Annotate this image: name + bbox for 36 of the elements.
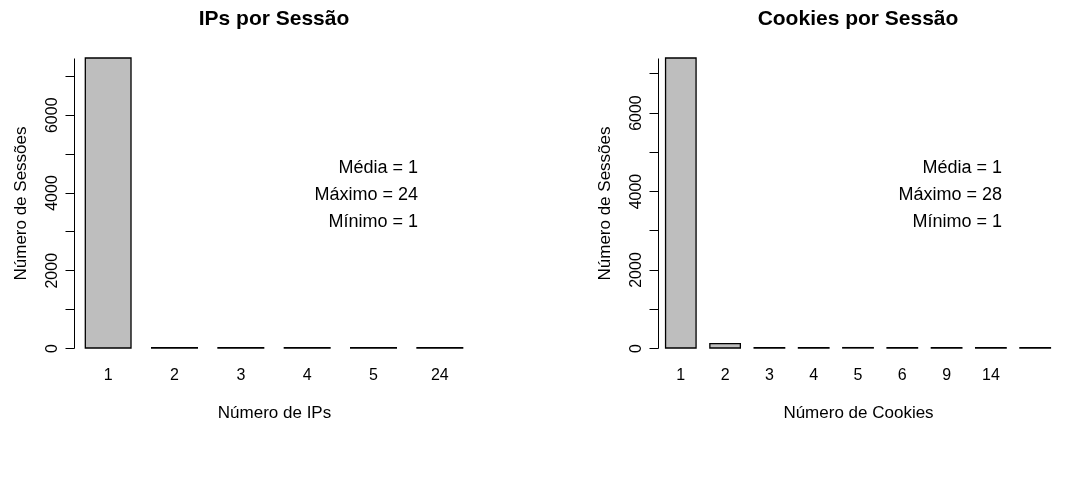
y-tick-label: 0 bbox=[42, 343, 60, 353]
x-tick-label: 4 bbox=[302, 365, 312, 383]
x-tick-label: 2 bbox=[720, 365, 730, 383]
annotation: Média = 1 bbox=[338, 157, 418, 178]
bar bbox=[664, 57, 697, 349]
y-tick-label: 0 bbox=[626, 343, 644, 353]
x-tick-label: 14 bbox=[981, 365, 1000, 383]
x-tick-label: 6 bbox=[897, 365, 907, 383]
x-tick-label: 2 bbox=[170, 365, 180, 383]
x-axis-title: Número de IPs bbox=[217, 402, 332, 422]
chart-title: IPs por Sessão bbox=[198, 6, 350, 30]
x-tick-label: 1 bbox=[676, 365, 686, 383]
x-tick-label: 4 bbox=[809, 365, 819, 383]
annotation: Mínimo = 1 bbox=[912, 211, 1002, 232]
bar bbox=[709, 343, 742, 349]
y-axis-title: Número de Sessões bbox=[10, 126, 30, 281]
y-tick-label: 4000 bbox=[626, 173, 644, 210]
x-tick-label: 1 bbox=[103, 365, 113, 383]
x-tick-label: 5 bbox=[369, 365, 379, 383]
chart-title: Cookies por Sessão bbox=[757, 6, 959, 30]
x-tick-label: 3 bbox=[236, 365, 246, 383]
y-tick-label: 2000 bbox=[626, 252, 644, 288]
annotation: Mínimo = 1 bbox=[328, 211, 418, 232]
y-tick-label: 4000 bbox=[42, 175, 60, 211]
y-tick-label: 2000 bbox=[42, 252, 60, 289]
x-tick-label: 3 bbox=[764, 365, 774, 383]
y-tick-label: 6000 bbox=[626, 95, 644, 131]
y-axis-title: Número de Sessões bbox=[594, 126, 614, 281]
y-tick-label: 6000 bbox=[42, 97, 60, 134]
x-tick-label: 9 bbox=[942, 365, 952, 383]
annotation: Máximo = 28 bbox=[898, 184, 1002, 205]
annotation: Máximo = 24 bbox=[314, 184, 418, 205]
x-tick-label: 24 bbox=[430, 365, 449, 383]
x-axis-title: Número de Cookies bbox=[783, 402, 934, 422]
x-tick-label: 5 bbox=[853, 365, 863, 383]
annotation: Média = 1 bbox=[922, 157, 1002, 178]
